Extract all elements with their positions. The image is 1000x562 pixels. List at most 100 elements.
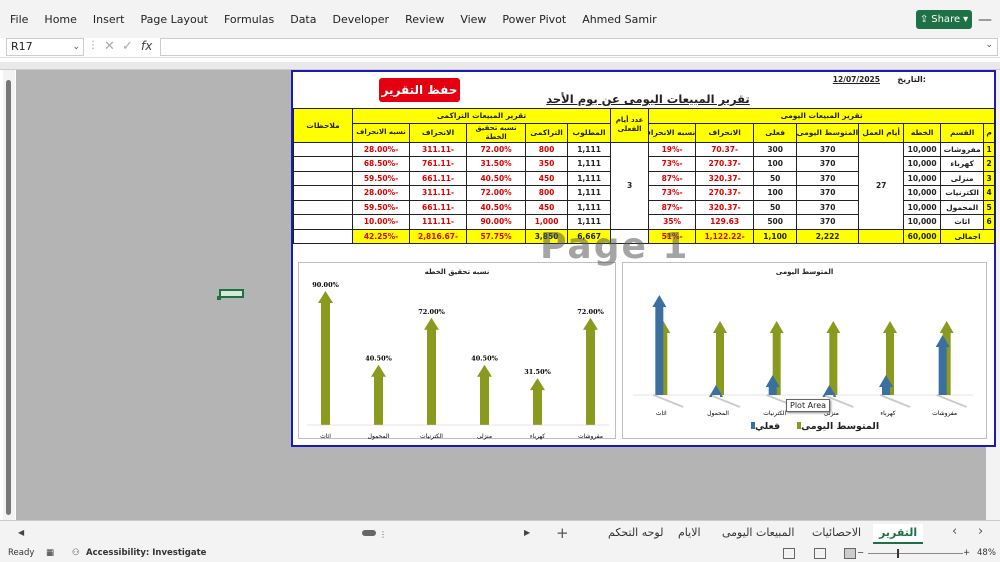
table-cell[interactable]: 450 [525, 170, 569, 186]
table-cell[interactable]: -761.11 [409, 156, 468, 172]
menu-formulas[interactable]: Formulas [224, 12, 275, 26]
table-cell[interactable]: 10,000 [903, 185, 942, 201]
page-layout-view-button[interactable] [814, 548, 826, 559]
zoom-slider[interactable] [868, 553, 963, 554]
table-cell[interactable] [293, 141, 353, 157]
tab-daily-sales[interactable]: المبيعات اليومى [722, 526, 795, 539]
table-cell[interactable]: 10,000 [903, 170, 942, 186]
table-cell[interactable]: 40.50% [466, 170, 527, 186]
tab-statistics[interactable]: الاحصائيات [812, 526, 862, 539]
table-cell[interactable]: 4 [983, 185, 996, 201]
chevron-right-icon[interactable]: › [978, 524, 984, 539]
table-cell[interactable]: 370 [796, 170, 860, 186]
selected-cell[interactable] [217, 289, 244, 300]
table-cell[interactable]: -270.37 [695, 156, 755, 172]
table-cell[interactable]: 1,111 [567, 170, 612, 186]
table-cell[interactable]: 1,000 [525, 214, 569, 230]
menu-review[interactable]: Review [405, 12, 445, 26]
table-cell[interactable]: 370 [796, 185, 860, 201]
work-days-cell[interactable]: 27 [858, 141, 905, 230]
table-cell[interactable]: 100 [753, 156, 798, 172]
menu-insert[interactable]: Insert [92, 12, 125, 26]
scroll-right-icon[interactable]: ▶ [524, 528, 531, 537]
table-cell[interactable]: 350 [525, 156, 569, 172]
table-cell[interactable]: 72.00% [466, 185, 527, 201]
formula-input[interactable]: ⌄ [160, 38, 998, 56]
menu-data[interactable]: Data [290, 12, 317, 26]
achievement-chart[interactable]: نسبه تحقيق الخطه 72.00% مفروشات 31.50% كهرب… [298, 262, 616, 440]
actual-days-cell[interactable]: 3 [610, 141, 650, 230]
zoom-thumb[interactable] [897, 549, 899, 558]
table-cell[interactable] [293, 228, 353, 244]
scroll-thumb[interactable] [6, 80, 11, 515]
table-cell[interactable]: 10,000 [903, 199, 942, 215]
table-cell[interactable]: 1,111 [567, 185, 612, 201]
table-cell[interactable]: 1,111 [567, 156, 612, 172]
table-cell[interactable]: -270.37 [695, 185, 755, 201]
table-cell[interactable]: 1,111 [567, 141, 612, 157]
total-label[interactable]: اجمالى [940, 228, 996, 244]
table-cell[interactable]: -59.50% [351, 199, 411, 215]
table-cell[interactable]: 1,100 [753, 228, 798, 244]
tab-days[interactable]: الايام [678, 526, 701, 539]
table-cell[interactable]: 1,111 [567, 199, 612, 215]
table-cell[interactable]: 40.50% [466, 199, 527, 215]
table-cell[interactable]: -28.00% [351, 141, 411, 157]
table-cell[interactable]: الكترنيات [940, 185, 985, 201]
table-cell[interactable]: -70.37 [695, 141, 755, 157]
normal-view-button[interactable] [783, 548, 795, 559]
table-cell[interactable]: 50 [753, 170, 798, 186]
table-cell[interactable]: -87% [648, 170, 697, 186]
table-cell[interactable]: مفروشات [940, 141, 985, 157]
table-cell[interactable]: اثاث [940, 214, 985, 230]
table-cell[interactable]: 6 [983, 214, 996, 230]
table-cell[interactable]: 450 [525, 199, 569, 215]
tab-report[interactable]: التقرير [873, 524, 924, 544]
table-cell[interactable]: -87% [648, 199, 697, 215]
table-cell[interactable]: -661.11 [409, 199, 468, 215]
menu-power-pivot[interactable]: Power Pivot [502, 12, 567, 26]
table-cell[interactable] [610, 228, 650, 244]
table-cell[interactable]: 2,222 [796, 228, 860, 244]
save-report-button[interactable]: حفظ التقرير [379, 78, 460, 102]
table-cell[interactable]: -19% [648, 141, 697, 157]
table-cell[interactable]: -661.11 [409, 170, 468, 186]
menu-home[interactable]: Home [44, 12, 77, 26]
table-cell[interactable]: 370 [796, 199, 860, 215]
check-icon[interactable]: ✓ [122, 39, 133, 54]
table-cell[interactable]: 1,111 [567, 214, 612, 230]
table-cell[interactable]: منزلى [940, 170, 985, 186]
table-cell[interactable]: 370 [796, 156, 860, 172]
table-cell[interactable]: 3 [983, 170, 996, 186]
zoom-in-icon[interactable]: + [963, 548, 971, 558]
daily-average-chart[interactable]: المتوسط اليومى مفروشات كهرباء منزلى الكترني… [622, 262, 987, 439]
scroll-left-icon[interactable]: ◀ [18, 528, 25, 537]
table-cell[interactable]: 5 [983, 199, 996, 215]
share-button[interactable]: ⇪ Share ▾ [916, 10, 972, 29]
table-cell[interactable]: 800 [525, 185, 569, 201]
accessibility-icon[interactable]: ⚇ [72, 548, 80, 558]
cancel-icon[interactable]: ✕ [104, 39, 115, 54]
table-cell[interactable]: كهرباء [940, 156, 985, 172]
horizontal-scroll-thumb[interactable] [362, 530, 376, 536]
zoom-level[interactable]: 48% [977, 548, 996, 558]
table-cell[interactable]: -311.11 [409, 185, 468, 201]
table-cell[interactable]: 35% [648, 214, 697, 230]
menu-view[interactable]: View [460, 12, 487, 26]
table-cell[interactable]: -42.25% [351, 228, 411, 244]
add-sheet-button[interactable]: + [556, 524, 569, 542]
table-cell[interactable]: -28.00% [351, 185, 411, 201]
table-cell[interactable]: -2,816.67 [409, 228, 468, 244]
table-cell[interactable]: -68.50% [351, 156, 411, 172]
table-cell[interactable] [293, 214, 353, 230]
table-cell[interactable]: 129.63 [695, 214, 755, 230]
table-cell[interactable]: -73% [648, 185, 697, 201]
name-box[interactable]: R17 ⌄ [6, 38, 84, 56]
tab-dashboard[interactable]: لوحه التحكم [608, 526, 664, 539]
table-cell[interactable]: 800 [525, 141, 569, 157]
table-cell[interactable]: 10,000 [903, 141, 942, 157]
table-cell[interactable] [293, 185, 353, 201]
table-cell[interactable] [293, 199, 353, 215]
table-cell[interactable]: 57.75% [466, 228, 527, 244]
table-cell[interactable]: 370 [796, 141, 860, 157]
